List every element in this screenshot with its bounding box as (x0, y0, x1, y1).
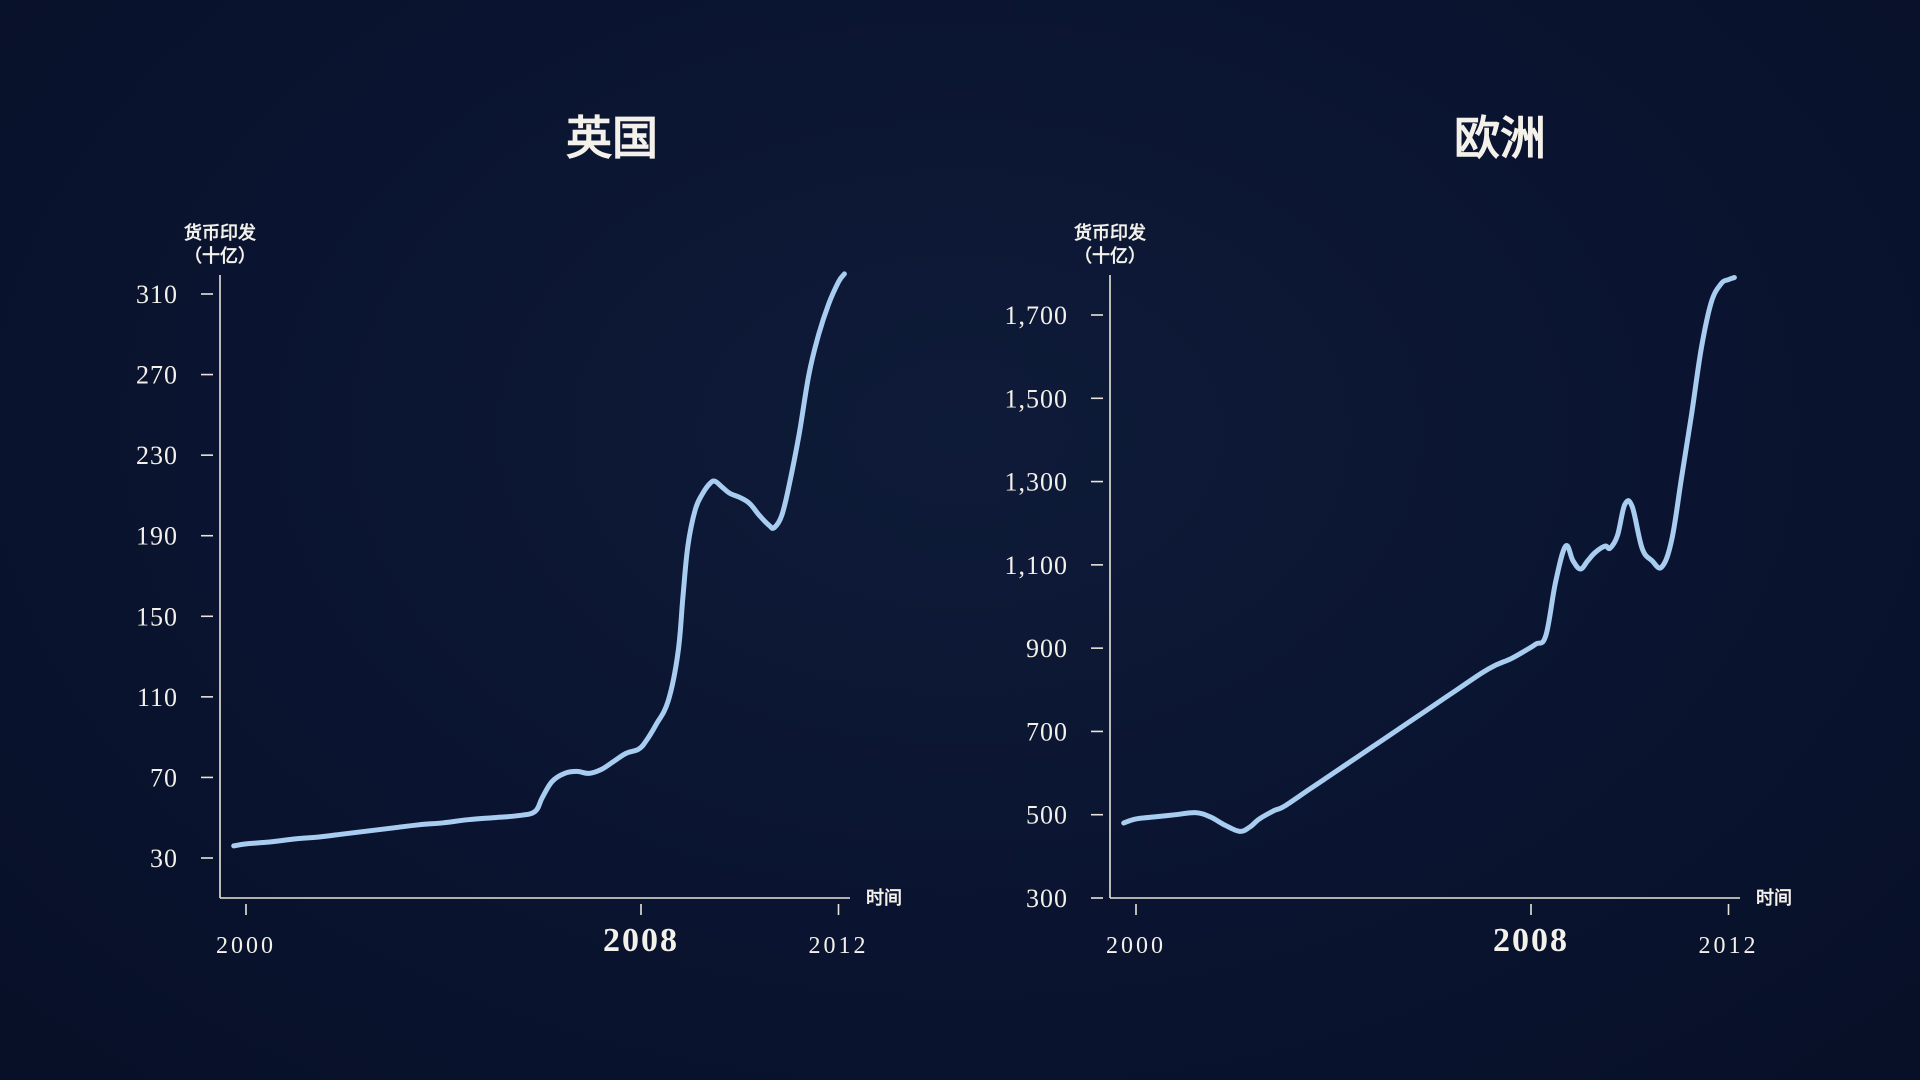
chart-europe: 欧洲货币印发 （十亿） 300 500 700 900 1,100 1,300 1,500 1,7… (960, 0, 1920, 1080)
y-tick-label: 1,500 (1005, 384, 1069, 413)
x-tick-label: 2008 (1493, 922, 1569, 959)
x-tick-label: 2012 (809, 933, 869, 959)
x-axis-label: 时间 (1756, 888, 1792, 909)
y-tick-label: 110 (137, 683, 178, 712)
y-axis-label: 货币印发 (184, 222, 257, 244)
y-tick-label: 70 (150, 763, 178, 792)
x-axis-label: 时间 (866, 888, 902, 909)
y-tick-label: 1,300 (1005, 468, 1069, 497)
series-line (231, 271, 847, 849)
y-axis-unit-label: （十亿） (184, 245, 256, 267)
y-tick-label: 500 (1026, 801, 1068, 830)
y-tick-label: 300 (1026, 884, 1068, 913)
y-tick-label: 1,100 (1005, 551, 1069, 580)
y-tick-label: 30 (150, 844, 178, 873)
x-tick-label: 2000 (1106, 933, 1166, 959)
series-line (1121, 275, 1737, 834)
y-tick-label: 230 (136, 441, 178, 470)
y-tick-label: 310 (136, 280, 178, 309)
y-tick-label: 700 (1026, 717, 1068, 746)
y-axis-unit-label: （十亿） (1074, 245, 1146, 267)
y-tick-label: 1,700 (1005, 301, 1069, 330)
chart-title: 英国 (566, 111, 658, 165)
chart-title: 欧洲 (1454, 111, 1546, 165)
x-tick-label: 2012 (1699, 933, 1759, 959)
y-axis-label: 货币印发 (1074, 222, 1147, 244)
x-tick-label: 2000 (216, 933, 276, 959)
y-tick-label: 190 (136, 522, 178, 551)
x-tick-label: 2008 (603, 922, 679, 959)
chart-uk: 英国货币印发 （十亿） 30 70 110 150 190 230 270 310 2000 2008… (136, 111, 902, 959)
y-tick-label: 900 (1026, 634, 1068, 663)
y-tick-label: 270 (136, 361, 178, 390)
y-tick-label: 150 (136, 602, 178, 631)
